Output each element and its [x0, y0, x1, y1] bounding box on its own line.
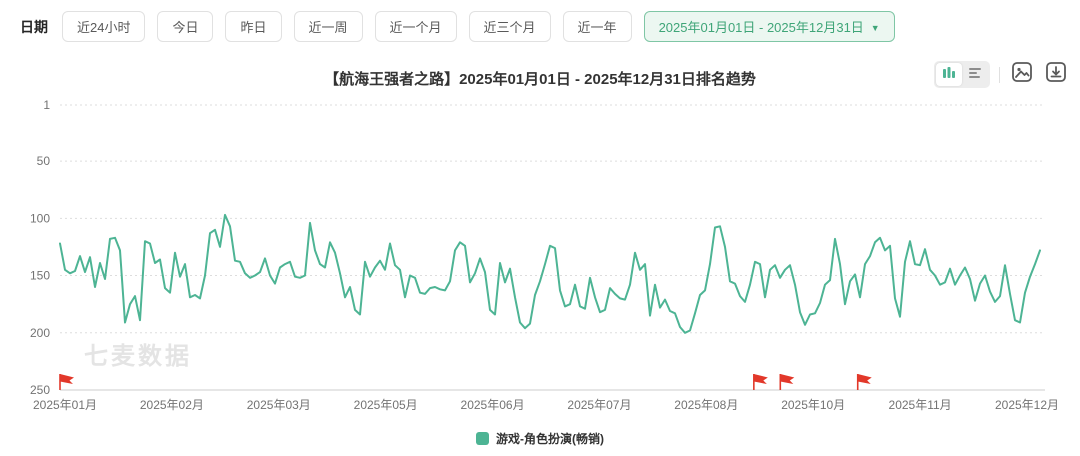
filter-last-year[interactable]: 近一年: [562, 11, 632, 42]
y-tick-label: 1: [43, 98, 50, 112]
event-flag-marker-1[interactable]: [59, 374, 74, 390]
filter-last-3-months[interactable]: 近三个月: [468, 11, 551, 42]
filter-yesterday[interactable]: 昨日: [225, 11, 282, 42]
toolbar-divider: [999, 66, 1000, 83]
ranking-line-series[interactable]: [59, 213, 1041, 334]
flag-icon: [857, 374, 872, 384]
x-tick-label: 2025年11月: [889, 398, 952, 412]
y-tick-label: 200: [30, 326, 50, 340]
flag-icon: [60, 374, 74, 384]
legend[interactable]: 游戏-角色扮演(畅销): [0, 430, 1080, 447]
date-filter-row: 日期 近24小时 今日 昨日 近一周 近一个月 近三个月 近一年 2025年01…: [20, 11, 895, 42]
bar-chart-icon: [941, 64, 957, 85]
flag-icon: [753, 374, 768, 384]
y-tick-label: 100: [30, 211, 50, 225]
view-toggle: [934, 61, 990, 88]
list-icon: [967, 64, 983, 85]
date-range-value: 2025年01月01日 - 2025年12月31日: [658, 20, 864, 35]
x-tick-label: 2025年03月: [247, 398, 311, 412]
x-tick-label: 2025年06月: [461, 398, 525, 412]
x-tick-label: 2025年10月: [781, 398, 845, 412]
x-tick-label: 2025年02月: [140, 398, 204, 412]
event-flag-marker-4[interactable]: [856, 374, 872, 390]
chevron-down-icon: ▼: [870, 22, 880, 33]
y-tick-label: 150: [30, 269, 50, 283]
watermark: 七麦数据: [84, 343, 192, 370]
filter-last-month[interactable]: 近一个月: [374, 11, 457, 42]
legend-swatch: [476, 432, 489, 445]
x-tick-label: 2025年01月: [33, 398, 97, 412]
bar-chart-view-button[interactable]: [936, 63, 962, 86]
download-button[interactable]: [1043, 62, 1068, 87]
flag-icon: [780, 374, 795, 384]
y-tick-label: 250: [30, 383, 50, 397]
x-tick-label: 2025年05月: [354, 398, 418, 412]
event-flag-marker-3[interactable]: [779, 374, 795, 390]
chart-toolbar: [934, 61, 1068, 88]
y-tick-label: 50: [37, 154, 51, 168]
filter-last-week[interactable]: 近一周: [293, 11, 363, 42]
filter-last-24h[interactable]: 近24小时: [62, 11, 146, 42]
x-tick-label: 2025年12月: [995, 398, 1059, 412]
list-view-button[interactable]: [962, 63, 988, 86]
date-filter-label: 日期: [20, 18, 48, 35]
date-range-picker[interactable]: 2025年01月01日 - 2025年12月31日 ▼: [643, 11, 895, 42]
chart-title: 【航海王强者之路】2025年01月01日 - 2025年12月31日排名趋势: [324, 71, 756, 88]
x-tick-label: 2025年08月: [674, 398, 738, 412]
x-tick-label: 2025年07月: [567, 398, 631, 412]
legend-label: 游戏-角色扮演(畅销): [496, 432, 604, 446]
event-flag-marker-2[interactable]: [753, 374, 768, 390]
filter-today[interactable]: 今日: [157, 11, 214, 42]
export-image-button[interactable]: [1009, 62, 1034, 87]
image-icon: [1010, 60, 1034, 89]
download-icon: [1044, 60, 1068, 89]
